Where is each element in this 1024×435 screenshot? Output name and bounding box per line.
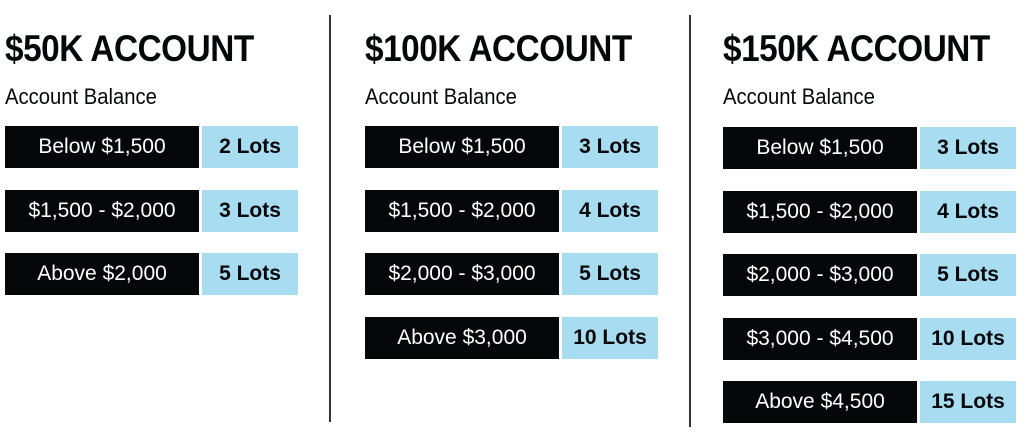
- column-divider: [329, 15, 331, 422]
- account-balance-label: Account Balance: [723, 84, 875, 109]
- lot-limit: 3 Lots: [202, 189, 298, 232]
- balance-range: $2,000 - $3,000: [365, 253, 559, 295]
- tier-row: Below $1,500 3 Lots: [723, 127, 1016, 169]
- balance-range: $1,500 - $2,000: [5, 189, 199, 232]
- account-column: $100K ACCOUNT Account Balance Below $1,50…: [365, 0, 685, 435]
- lot-limit: 3 Lots: [920, 127, 1016, 169]
- account-balance-label: Account Balance: [365, 84, 517, 109]
- balance-range: Below $1,500: [723, 127, 917, 169]
- account-title: $100K ACCOUNT: [365, 28, 632, 69]
- balance-range: Above $4,500: [723, 381, 917, 423]
- column-divider: [689, 15, 691, 427]
- tier-row: Above $2,000 5 Lots: [5, 253, 298, 295]
- account-balance-label: Account Balance: [5, 84, 157, 109]
- balance-range: Below $1,500: [365, 126, 559, 168]
- tier-row: $3,000 - $4,500 10 Lots: [723, 317, 1016, 360]
- tier-row: Below $1,500 2 Lots: [5, 126, 298, 168]
- lot-limit: 3 Lots: [562, 126, 658, 168]
- lot-limit: 4 Lots: [920, 190, 1016, 233]
- balance-range: Below $1,500: [5, 126, 199, 168]
- account-column: $150K ACCOUNT Account Balance Below $1,50…: [723, 0, 1024, 435]
- balance-range: $3,000 - $4,500: [723, 317, 917, 360]
- tier-row: Above $3,000 10 Lots: [365, 316, 658, 359]
- lot-limit: 2 Lots: [202, 126, 298, 168]
- lot-limit: 5 Lots: [202, 253, 298, 295]
- balance-range: Above $2,000: [5, 253, 199, 295]
- tier-row: Above $4,500 15 Lots: [723, 381, 1016, 423]
- account-title: $150K ACCOUNT: [723, 28, 990, 69]
- tier-row: $2,000 - $3,000 5 Lots: [365, 253, 658, 295]
- lot-limit: 4 Lots: [562, 189, 658, 232]
- lot-limit: 10 Lots: [920, 317, 1016, 360]
- lot-limit: 10 Lots: [562, 316, 658, 359]
- lot-limit: 5 Lots: [562, 253, 658, 295]
- lot-limit: 5 Lots: [920, 254, 1016, 296]
- tier-row: $1,500 - $2,000 3 Lots: [5, 189, 298, 232]
- tier-row: Below $1,500 3 Lots: [365, 126, 658, 168]
- balance-range: Above $3,000: [365, 316, 559, 359]
- balance-range: $1,500 - $2,000: [723, 190, 917, 233]
- balance-range: $1,500 - $2,000: [365, 189, 559, 232]
- tier-row: $1,500 - $2,000 4 Lots: [365, 189, 658, 232]
- lot-limit: 15 Lots: [920, 381, 1016, 423]
- tier-row: $1,500 - $2,000 4 Lots: [723, 190, 1016, 233]
- tier-row: $2,000 - $3,000 5 Lots: [723, 254, 1016, 296]
- account-column: $50K ACCOUNT Account Balance Below $1,500…: [5, 0, 325, 435]
- balance-range: $2,000 - $3,000: [723, 254, 917, 296]
- account-title: $50K ACCOUNT: [5, 28, 254, 69]
